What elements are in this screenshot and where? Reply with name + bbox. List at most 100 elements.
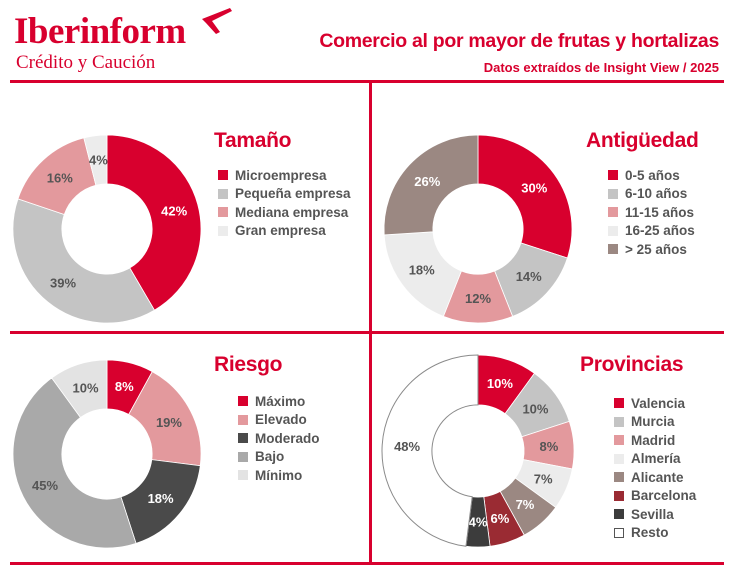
slice-25-anos [383,134,479,236]
legend-item-0-5-anos: 0-5 años [608,166,695,185]
legend-swatch [614,453,624,464]
slice-label-16-25-anos: 18% [409,262,435,277]
legend-label: Mediana empresa [235,204,349,220]
legend-swatch [614,416,624,427]
legend-swatch [238,414,248,425]
slice-resto [381,354,479,547]
slice-label-0-5-anos: 30% [521,181,547,196]
legend-label: Barcelona [631,488,697,504]
donut-chart-provincias: 10% 10% 8% 7% 7% 6%4% 48% [381,354,575,548]
slice-label-11-15-anos: 12% [465,291,491,306]
legend-swatch [614,527,624,538]
legend-item-gran-empresa: Gran empresa [218,222,351,241]
legend-item-sevilla: Sevilla [614,505,696,524]
slice-label-almeria: 7% [534,472,553,487]
legend-item-murcia: Murcia [614,413,696,432]
donut-chart-antiguedad: 30% 14% 12% 18% 26% [383,134,573,324]
brand-subtitle: Crédito y Caución [16,52,156,73]
slice-gran-empresa [83,134,108,186]
slice-label-elevado: 19% [156,415,182,430]
legend-swatch [608,207,618,218]
slice-label-microempresa: 42% [161,203,187,218]
slice-bajo [12,377,137,549]
legend-item-pequena-empresa: Pequeña empresa [218,185,351,204]
slice-pequena-empresa [12,198,155,324]
legend-label: Gran empresa [235,223,326,239]
legend-label: Mínimo [255,467,303,483]
page-subtitle: Datos extraídos de Insight View / 2025 [483,60,719,75]
legend-swatch [238,470,248,481]
slice-label-moderado: 18% [148,491,174,506]
legend-label: Alicante [631,469,684,485]
slice-label-resto: 48% [394,439,420,454]
legend-item-11-15-anos: 11-15 años [608,203,695,222]
slice-0-5-anos [477,134,573,259]
legend-item-almeria: Almería [614,450,696,469]
slice-label-maximo: 8% [115,379,134,394]
slice-label-gran-empresa: 4% [89,152,108,167]
legend-item-maximo: Máximo [238,392,320,411]
brand-name: Iberinform [14,11,186,52]
legend-label: 0-5 años [625,167,680,183]
legend-riesgo: Máximo Elevado Moderado Bajo Mínimo [238,392,320,485]
slice-label-sevilla: 4% [469,515,488,530]
donut-chart-tamano: 42% 39% 16% 4% [12,134,202,324]
legend-swatch [608,170,618,181]
legend-label: > 25 años [625,241,687,257]
legend-swatch [238,433,248,444]
legend-swatch [614,472,624,483]
legend-item-alicante: Alicante [614,468,696,487]
legend-swatch [608,225,618,236]
middle-divider [10,331,724,334]
legend-label: Microempresa [235,167,327,183]
slice-label-25-anos: 26% [414,174,440,189]
legend-item-madrid: Madrid [614,431,696,450]
legend-item-bajo: Bajo [238,448,320,467]
slice-label-madrid: 8% [540,439,559,454]
slice-label-minimo: 10% [72,380,98,395]
slice-label-pequena-empresa: 39% [50,275,76,290]
legend-item-moderado: Moderado [238,429,320,448]
legend-swatch [218,207,228,218]
slice-minimo [51,359,108,419]
page-title: Comercio al por mayor de frutas y hortal… [319,30,719,52]
legend-label: Madrid [631,432,676,448]
legend-swatch [238,396,248,407]
legend-swatch [608,188,618,199]
legend-item-16-25-anos: 16-25 años [608,222,695,241]
legend-swatch [614,435,624,446]
legend-label: Murcia [631,414,675,430]
legend-antiguedad: 0-5 años 6-10 años 11-15 años 16-25 años > 2… [608,166,695,259]
legend-swatch [238,451,248,462]
legend-provincias: Valencia Murcia Madrid Almería Alicante Barce… [614,394,696,542]
legend-swatch [218,188,228,199]
legend-tamano: Microempresa Pequeña empresa Mediana empre… [218,166,351,240]
legend-item-barcelona: Barcelona [614,487,696,506]
legend-label: 16-25 años [625,223,695,239]
bottom-divider [10,562,724,565]
legend-item-mediana-empresa: Mediana empresa [218,203,351,222]
legend-label: Bajo [255,449,285,465]
legend-label: Valencia [631,395,686,411]
legend-label: Moderado [255,430,320,446]
legend-label: Sevilla [631,506,674,522]
top-divider [10,80,724,83]
legend-item-valencia: Valencia [614,394,696,413]
legend-item-minimo: Mínimo [238,466,320,485]
legend-item-25-anos: > 25 años [608,240,695,259]
slice-microempresa [106,134,202,311]
legend-label: Resto [631,525,669,541]
legend-label: Elevado [255,412,307,428]
legend-item-resto: Resto [614,524,696,543]
slice-label-murcia: 10% [522,402,548,417]
slice-label-mediana-empresa: 16% [47,170,73,185]
chart-title-tamano: Tamaño [214,129,292,152]
donut-chart-riesgo: 8% 19% 18% 45% 10% [12,359,202,549]
slice-label-bajo: 45% [32,478,58,493]
chart-title-provincias: Provincias [580,353,684,376]
slice-label-valencia: 10% [487,376,513,391]
chart-title-antiguedad: Antigüedad [586,129,699,152]
legend-swatch [218,170,228,181]
center-divider [369,83,372,562]
slice-label-6-10-anos: 14% [516,269,542,284]
